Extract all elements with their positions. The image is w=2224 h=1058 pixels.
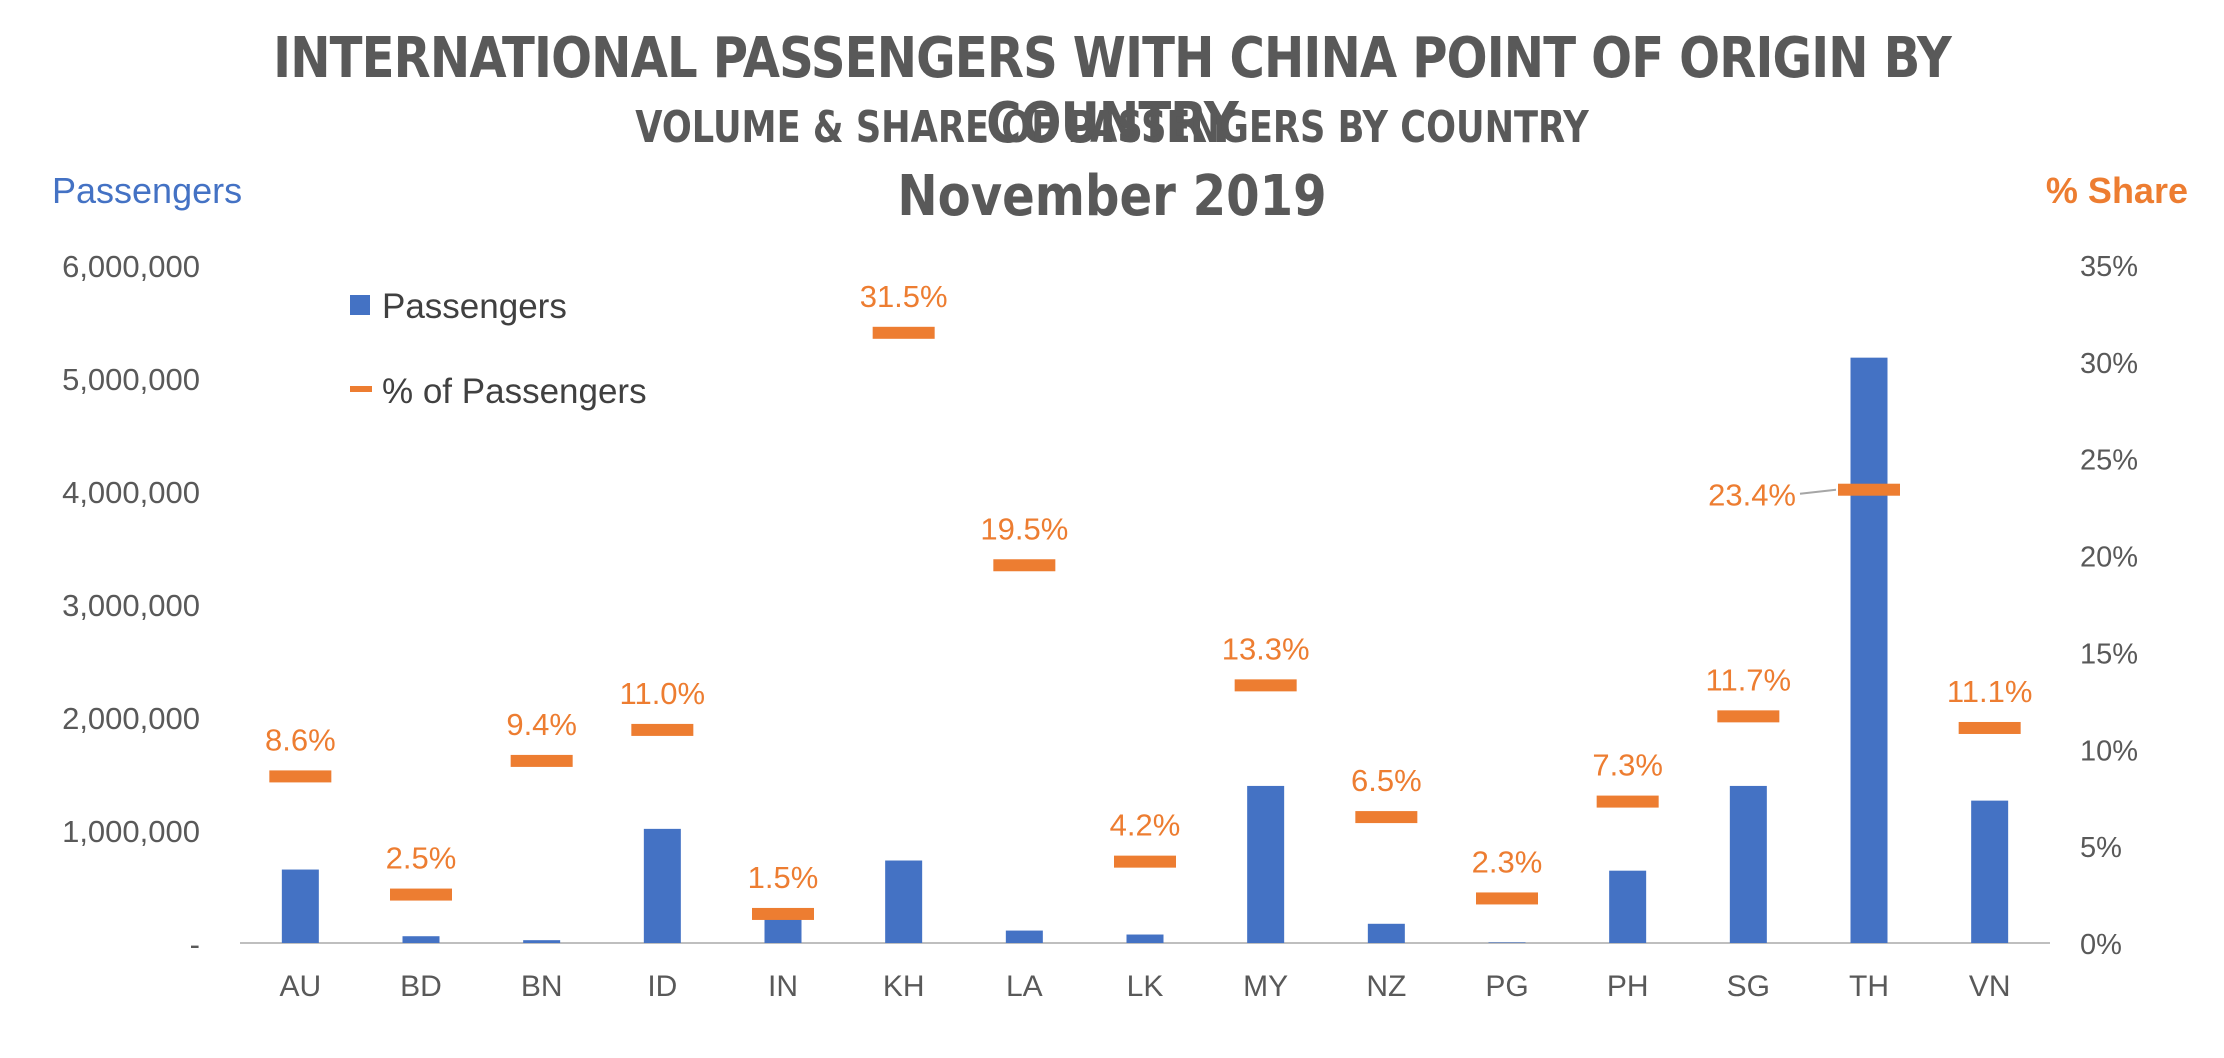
y-tick-label: 3,000,000 <box>62 588 200 623</box>
share-data-label: 4.2% <box>1110 808 1181 843</box>
share-data-label: 19.5% <box>980 511 1068 546</box>
x-tick-label: PH <box>1607 970 1649 1003</box>
share-marker <box>390 888 452 901</box>
y2-tick-label: 5% <box>2080 832 2122 864</box>
chart-title: INTERNATIONAL PASSENGERS WITH CHINA POIN… <box>273 26 1952 156</box>
x-tick-label: VN <box>1969 970 2011 1003</box>
bar-passengers <box>885 860 923 943</box>
x-tick-label: SG <box>1727 970 1770 1003</box>
share-data-label: 1.5% <box>748 860 819 895</box>
share-data-label: 6.5% <box>1351 763 1422 798</box>
share-marker <box>1717 710 1780 723</box>
bar-passengers <box>1609 870 1647 943</box>
share-marker <box>269 770 332 783</box>
legend-label-passengers: Passengers <box>382 287 567 326</box>
share-marker <box>1958 721 2021 734</box>
y2-tick-label: 10% <box>2080 735 2138 767</box>
y-tick-label: 4,000,000 <box>62 475 200 510</box>
x-tick-label: LA <box>1006 970 1043 1003</box>
x-tick-label: ID <box>647 970 677 1003</box>
bar-passengers <box>1729 785 1767 943</box>
y2-tick-label: 30% <box>2080 348 2138 380</box>
share-marker <box>1476 892 1538 905</box>
x-tick-label: LK <box>1127 970 1164 1003</box>
legend-label-share: % of Passengers <box>382 372 647 411</box>
share-data-label: 9.4% <box>506 707 577 742</box>
chart-subtitle: VOLUME & SHARE OF PASSENGERS BY COUNTRY <box>635 102 1589 153</box>
share-data-label: 8.6% <box>265 722 336 757</box>
y-tick-label: 5,000,000 <box>62 362 200 397</box>
share-marker <box>631 723 694 736</box>
share-data-label: 2.5% <box>386 841 457 876</box>
bar-passengers <box>1367 923 1405 943</box>
y-tick-label: 6,000,000 <box>62 249 200 284</box>
share-marker <box>1596 795 1659 808</box>
x-tick-label: BD <box>400 970 442 1003</box>
bar-passengers <box>523 940 561 943</box>
bar-passengers <box>402 936 440 943</box>
legend-swatch-share <box>350 386 372 392</box>
share-marker <box>1114 855 1176 868</box>
bar-passengers <box>1850 357 1888 943</box>
share-data-label: 11.7% <box>1706 662 1792 697</box>
bar-passengers <box>1126 934 1164 943</box>
leader-line <box>1799 488 1837 495</box>
share-data-label: 2.3% <box>1472 844 1543 879</box>
x-tick-label: AU <box>279 970 321 1003</box>
share-marker <box>510 754 573 767</box>
x-tick-label: MY <box>1243 970 1288 1003</box>
bars-layer <box>281 357 2009 943</box>
share-data-label: 13.3% <box>1222 631 1310 666</box>
y-tick-label: - <box>190 927 200 962</box>
axis-layer: - 1,000,000 2,000,000 3,000,000 4,000,000 5,0… <box>62 249 2138 1003</box>
x-tick-label: BN <box>521 970 563 1003</box>
chart-period: November 2019 <box>897 164 1327 229</box>
share-marker <box>993 559 1056 572</box>
bar-passengers <box>643 828 681 943</box>
share-marker <box>1838 483 1900 496</box>
legend: Passengers % of Passengers <box>350 287 647 411</box>
share-marker <box>872 326 935 339</box>
bar-passengers <box>1247 785 1285 943</box>
bar-passengers <box>1005 930 1043 943</box>
markers-layer <box>269 326 2021 920</box>
y2-tick-label: 15% <box>2080 638 2138 670</box>
x-tick-label: IN <box>768 970 798 1003</box>
x-tick-label: KH <box>883 970 925 1003</box>
bar-passengers <box>281 869 319 943</box>
right-axis-title: % Share <box>2045 170 2188 211</box>
y2-tick-label: 0% <box>2080 929 2122 961</box>
legend-swatch-passengers <box>350 295 370 315</box>
x-tick-label: TH <box>1849 970 1889 1003</box>
y-tick-label: 1,000,000 <box>62 814 200 849</box>
share-data-label: 11.1% <box>1947 674 2033 709</box>
y2-tick-label: 35% <box>2080 251 2138 283</box>
x-tick-label: PG <box>1485 970 1528 1003</box>
y2-tick-label: 25% <box>2080 445 2138 477</box>
bar-passengers <box>1488 942 1526 943</box>
share-marker <box>752 907 814 920</box>
bar-passengers <box>1971 800 2009 943</box>
y2-tick-label: 20% <box>2080 542 2138 574</box>
share-marker <box>1355 811 1418 824</box>
share-data-label: 23.4% <box>1708 478 1796 513</box>
share-data-label: 31.5% <box>860 279 948 314</box>
left-axis-title: Passengers <box>52 170 243 211</box>
data-labels-layer: 8.6% 2.5% 9.4% 11.0% 1.5% 31.5% 19.5% 4.2% 13.3%… <box>265 279 2032 895</box>
y-tick-label: 2,000,000 <box>62 701 200 736</box>
x-tick-label: NZ <box>1366 970 1406 1003</box>
share-data-label: 11.0% <box>620 676 706 711</box>
share-marker <box>1234 679 1297 692</box>
share-data-label: 7.3% <box>1592 748 1663 783</box>
